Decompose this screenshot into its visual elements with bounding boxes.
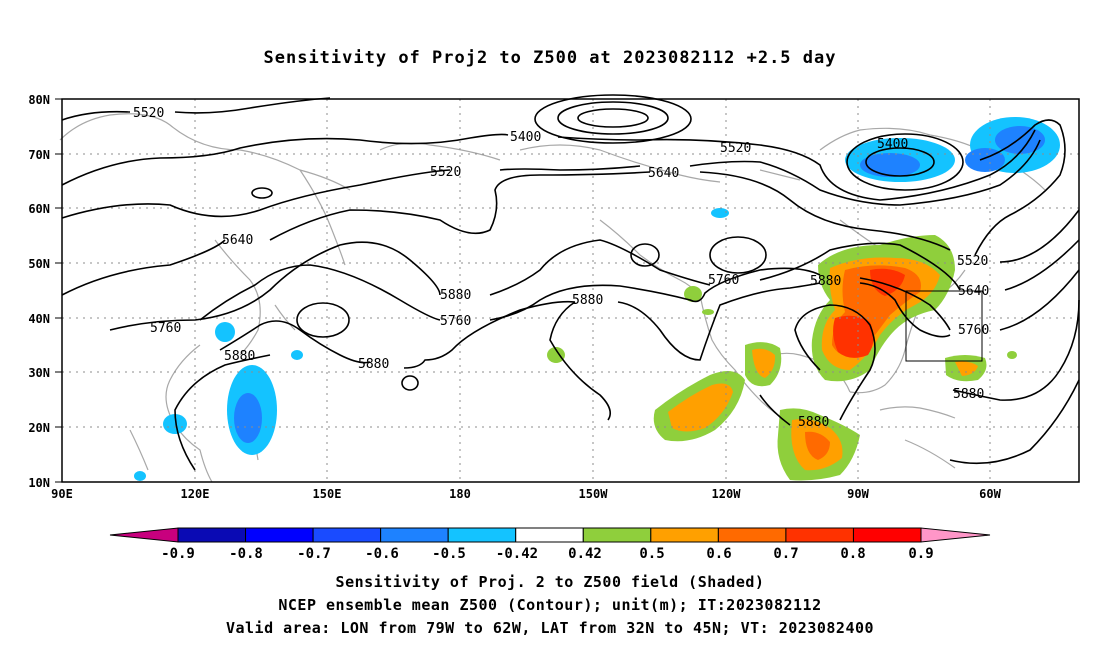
contour-label: 5520 <box>720 141 751 156</box>
lon-tick-label: 180 <box>449 487 471 501</box>
contour-label: 5520 <box>430 165 461 180</box>
colorbar-label: -0.6 <box>365 546 399 562</box>
colorbar-segment <box>245 527 314 543</box>
contour-label: 5640 <box>648 166 679 181</box>
lon-tick-label: 90E <box>51 487 73 501</box>
colorbar-segment <box>717 527 787 543</box>
map-title: Sensitivity of Proj2 to Z500 at 20230821… <box>263 48 837 68</box>
lon-tick-label: 120W <box>712 487 742 501</box>
lon-tick-label: 150W <box>579 487 609 501</box>
footer-contour-caption: NCEP ensemble mean Z500 (Contour); unit(… <box>278 596 822 614</box>
contour-label: 5880 <box>798 415 829 430</box>
colorbar-label: 0.5 <box>639 546 664 562</box>
colorbar-labels: -0.9 -0.8 -0.7 -0.6 -0.5 -0.42 0.42 0.5 … <box>161 546 934 562</box>
colorbar-label: -0.7 <box>297 546 331 562</box>
colorbar-segment <box>582 527 652 543</box>
colorbar-segment <box>650 527 719 543</box>
z500-contours <box>61 94 1080 471</box>
contour-label: 5760 <box>958 323 989 338</box>
lon-tick-label: 60W <box>979 487 1001 501</box>
contour-label-extra: 5760 <box>150 321 181 336</box>
colorbar-label: 0.9 <box>908 546 933 562</box>
contour-label: 5880 <box>440 288 471 303</box>
colorbar-label: -0.8 <box>229 546 263 562</box>
contour-label: 5760 <box>708 273 739 288</box>
colorbar-label: -0.9 <box>161 546 195 562</box>
colorbar-label: 0.42 <box>568 546 602 562</box>
contour-label-group: 5520 5400 5520 5520 5640 5640 5760 5880 … <box>133 106 989 430</box>
colorbar-label: -0.5 <box>432 546 466 562</box>
lon-tick-label: 90W <box>847 487 869 501</box>
colorbar-high-arrow <box>920 527 991 543</box>
lat-tick-label: 60N <box>28 202 50 216</box>
map-gridlines <box>62 99 1079 482</box>
colorbar-segment <box>177 527 247 543</box>
valid-area-box <box>905 290 983 362</box>
colorbar-segment <box>380 527 449 543</box>
lon-tick-label: 120E <box>181 487 210 501</box>
colorbar-segment <box>312 527 382 543</box>
positive-sensitivity-shading <box>547 235 1017 481</box>
colorbar-segment <box>447 527 517 543</box>
colorbar-segment <box>852 527 922 543</box>
lat-tick-label: 40N <box>28 312 50 326</box>
contour-label: 5760 <box>440 314 471 329</box>
contour-label: 5520 <box>957 254 988 269</box>
contour-label: 5400 <box>510 130 541 145</box>
lat-tick-label: 30N <box>28 366 50 380</box>
lat-tick-label: 80N <box>28 93 50 107</box>
contour-label: 5880 <box>810 274 841 289</box>
colorbar-label: 0.6 <box>706 546 731 562</box>
colorbar <box>109 527 991 543</box>
lat-tick-label: 50N <box>28 257 50 271</box>
contour-label: 5400 <box>877 137 908 152</box>
lat-tick-label: 10N <box>28 476 50 490</box>
contour-label-group-extra: 5760 5880 5880 <box>150 321 389 372</box>
colorbar-segment <box>785 527 854 543</box>
map-frame <box>61 98 1080 483</box>
footer-shading-caption: Sensitivity of Proj. 2 to Z500 field (Sh… <box>335 573 765 591</box>
footer-valid-area-caption: Valid area: LON from 79W to 62W, LAT fro… <box>225 619 875 637</box>
lat-tick-label: 20N <box>28 421 50 435</box>
lat-tick-marks <box>55 98 62 483</box>
lat-tick-label: 70N <box>28 148 50 162</box>
contour-label: 5520 <box>133 106 164 121</box>
colorbar-label: 0.7 <box>773 546 798 562</box>
contour-label: 5640 <box>958 284 989 299</box>
contour-label: 5880 <box>953 387 984 402</box>
contour-label-extra: 5880 <box>358 357 389 372</box>
colorbar-label: 0.8 <box>840 546 865 562</box>
colorbar-label: -0.42 <box>496 546 538 562</box>
contour-label-extra: 5880 <box>224 349 255 364</box>
lat-axis: 80N 70N 60N 50N 40N 30N 20N 10N <box>28 93 50 490</box>
lon-tick-label: 150E <box>313 487 342 501</box>
colorbar-low-arrow <box>109 527 179 543</box>
colorbar-segment <box>515 527 584 543</box>
contour-label: 5880 <box>572 293 603 308</box>
lon-axis: 90E 120E 150E 180 150W 120W 90W 60W <box>51 487 1001 501</box>
contour-label: 5640 <box>222 233 253 248</box>
